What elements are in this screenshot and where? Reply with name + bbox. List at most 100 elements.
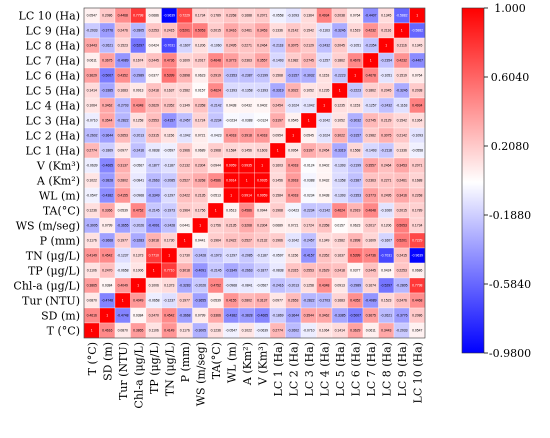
cell-value-label: 0.0623 bbox=[195, 74, 205, 78]
cell-value-label: 1 bbox=[168, 254, 170, 258]
cell-value-label: 0.4736 bbox=[366, 254, 376, 258]
cell-value-label: -0.0710 bbox=[303, 329, 315, 333]
cell-value-label: 0.3022 bbox=[288, 89, 298, 93]
cell-value-label: 0.3629 bbox=[350, 329, 360, 333]
cell-value-label: 0.0977 bbox=[273, 299, 283, 303]
cell-value-label: 0.3443 bbox=[381, 329, 391, 333]
cell-value-label: 0.4624 bbox=[335, 209, 345, 213]
cell-value-label: -0.2026 bbox=[133, 224, 145, 228]
colorbar-tick-label: -0.9800 bbox=[489, 347, 531, 360]
cell-value-label: 0.2129 bbox=[381, 119, 391, 123]
cell-value-label: -0.3246 bbox=[396, 89, 408, 93]
y-tick-label: TN (μg/L) bbox=[26, 250, 80, 263]
cell-value-label: -0.5297 bbox=[133, 44, 145, 48]
cell-value-label: 0.5053 bbox=[195, 29, 205, 33]
cell-value-label: 0.0954 bbox=[273, 134, 283, 138]
cell-value-label: 0.2898 bbox=[180, 74, 190, 78]
x-tick-label: TN (μg/L) bbox=[163, 342, 176, 396]
cell-value-label: -0.7031 bbox=[381, 254, 393, 258]
cell-value-label: 0.3544 bbox=[102, 119, 112, 123]
cell-value-label: 0.1235 bbox=[335, 104, 345, 108]
cell-value-label: -0.2085 bbox=[241, 254, 253, 258]
cell-value-label: 0.4468 bbox=[118, 14, 128, 18]
cell-value-label: 0.1688 bbox=[412, 179, 422, 183]
cell-value-label: -0.2621 bbox=[381, 314, 393, 318]
cell-value-label: -0.1042 bbox=[319, 119, 331, 123]
cell-value-label: 0.9935 bbox=[257, 179, 267, 183]
cell-value-label: 0.1258 bbox=[133, 119, 143, 123]
cell-value-label: 0.1862 bbox=[366, 89, 376, 93]
cell-value-label: -0.1393 bbox=[334, 194, 346, 198]
cell-value-label: -0.0658 bbox=[148, 299, 160, 303]
cell-value-label: -0.2353 bbox=[226, 74, 238, 78]
cell-value-label: -0.4665 bbox=[102, 164, 114, 168]
cell-value-label: 0.0944 bbox=[257, 209, 267, 213]
cell-value-label: -0.2199 bbox=[350, 164, 362, 168]
cell-value-label: 0.1258 bbox=[304, 284, 314, 288]
cell-value-label: 0.4678 bbox=[366, 74, 376, 78]
cell-value-label: -0.2602 bbox=[288, 329, 300, 333]
cell-value-label: 0.4934 bbox=[412, 104, 422, 108]
cell-value-label: 0.1336 bbox=[397, 149, 407, 153]
cell-value-label: 0.3865 bbox=[87, 284, 97, 288]
cell-value-label: 0.9959 bbox=[226, 164, 236, 168]
cell-value-label: -0.3828 bbox=[102, 179, 114, 183]
cell-value-label: -0.2118 bbox=[381, 149, 392, 153]
cell-value-label: 0.1364 bbox=[304, 14, 314, 18]
cell-value-label: 1 bbox=[199, 224, 201, 228]
cell-value-label: 0.0438 bbox=[226, 104, 236, 108]
cell-value-label: 0.3462 bbox=[319, 314, 329, 318]
cell-value-label: 0.1674 bbox=[366, 284, 376, 288]
cell-value-label: 0.2358 bbox=[195, 104, 205, 108]
cell-value-label: 0.1789 bbox=[412, 209, 422, 213]
cell-value-label: -0.0658 bbox=[117, 269, 129, 273]
cell-value-label: -0.3157 bbox=[350, 134, 362, 138]
cell-value-label: 0.5201 bbox=[397, 239, 407, 243]
cell-value-label: 0.3557 bbox=[257, 59, 267, 63]
cell-value-label: 0.2461 bbox=[242, 29, 252, 33]
cell-value-label: 0.4752 bbox=[133, 209, 143, 213]
y-tick-label: Chl-a (μg/L) bbox=[13, 280, 80, 293]
cell-value-label: -0.2387 bbox=[241, 74, 253, 78]
cell-value-label: 0.9914 bbox=[242, 194, 252, 198]
cell-value-label: 1 bbox=[339, 89, 341, 93]
cell-value-label: 0.2745 bbox=[366, 119, 376, 123]
cell-value-label: -0.2145 bbox=[148, 209, 160, 213]
cell-value-label: -0.1060 bbox=[381, 209, 393, 213]
cell-value-label: 0.2461 bbox=[397, 179, 407, 183]
cell-value-label: 0.0870 bbox=[87, 299, 97, 303]
cell-value-label: -0.1060 bbox=[210, 44, 222, 48]
y-tick-label: TP (μg/L) bbox=[28, 265, 80, 278]
cell-value-label: 0.0870 bbox=[118, 329, 128, 333]
y-tick-label: LC 1 (Ha) bbox=[26, 145, 80, 158]
x-tick-label: LC 8 (Ha) bbox=[380, 342, 393, 396]
cell-value-label: -0.2234 bbox=[210, 119, 222, 123]
cell-value-label: 0.1153 bbox=[319, 74, 329, 78]
cell-value-label: 0.3918 bbox=[242, 134, 252, 138]
cell-value-label: 0.0689 bbox=[273, 224, 283, 228]
y-tick-label: WL (m) bbox=[39, 190, 80, 203]
cell-value-label: -0.0388 bbox=[303, 179, 315, 183]
cell-value-label: 0.1568 bbox=[350, 149, 360, 153]
cell-value-label: -0.0388 bbox=[241, 119, 253, 123]
cell-value-label: -0.1187 bbox=[257, 254, 268, 258]
cell-value-label: -0.2118 bbox=[272, 44, 283, 48]
cell-value-label: -0.4748 bbox=[102, 299, 114, 303]
cell-value-label: -0.2013 bbox=[288, 284, 300, 288]
cell-value-label: 0.3675 bbox=[366, 314, 376, 318]
cell-value-label: 0.1345 bbox=[412, 44, 422, 48]
x-tick-label: LC 9 (Ha) bbox=[396, 342, 409, 396]
cell-value-label: 0.4616 bbox=[102, 329, 112, 333]
x-tick-label: Tur (NTU) bbox=[117, 342, 130, 400]
cell-value-label: -0.2621 bbox=[102, 44, 114, 48]
cell-value-label: -0.3319 bbox=[334, 149, 346, 153]
cell-value-label: 0.4018 bbox=[288, 164, 298, 168]
cell-value-label: 0.2363 bbox=[366, 179, 376, 183]
y-tick-label: Tur (NTU) bbox=[22, 295, 80, 308]
cell-value-label: -0.0547 bbox=[86, 194, 98, 198]
cell-value-label: 0.1106 bbox=[87, 269, 97, 273]
cell-value-label: 0.0686 bbox=[412, 269, 422, 273]
cell-value-label: -0.0968 bbox=[133, 194, 145, 198]
cell-value-label: 0.0764 bbox=[350, 14, 360, 18]
cell-value-label: -0.5007 bbox=[350, 314, 362, 318]
